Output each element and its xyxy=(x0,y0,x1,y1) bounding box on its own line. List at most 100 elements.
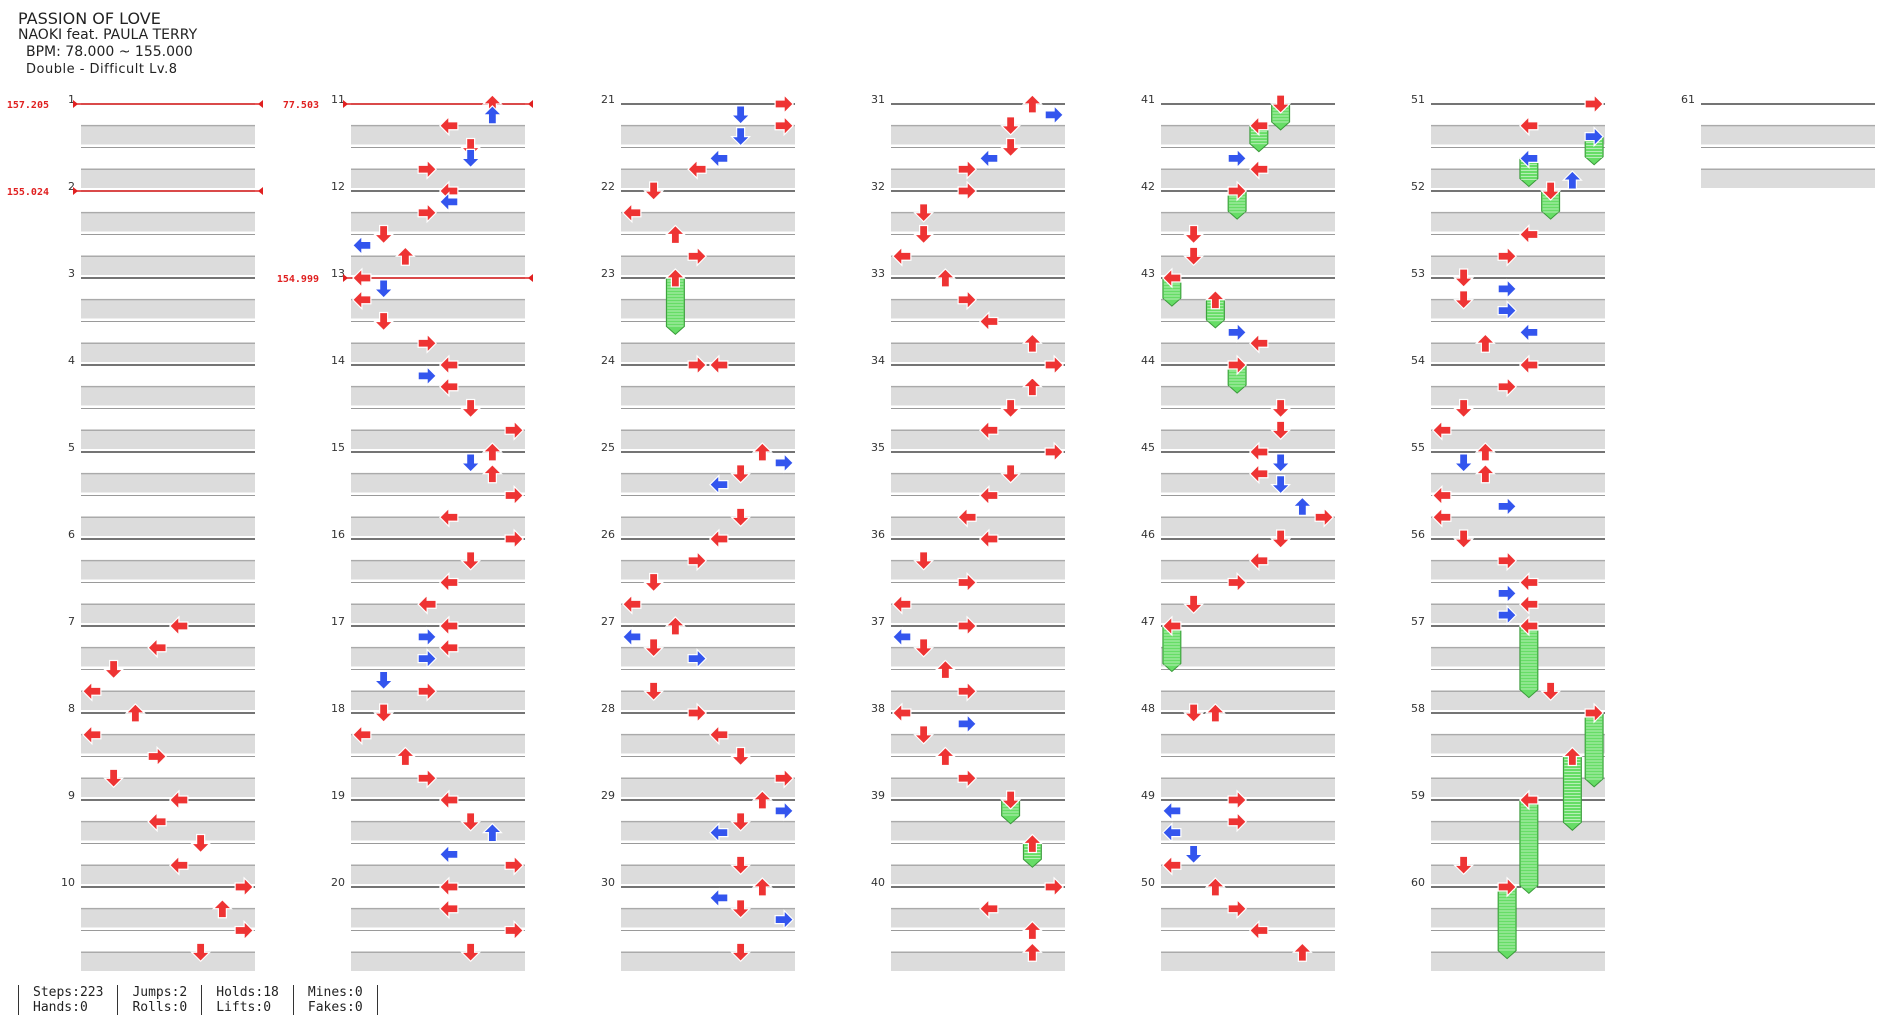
measure-block: 4 xyxy=(68,354,255,449)
measure-number: 7 xyxy=(68,615,75,628)
beat-band xyxy=(1161,603,1335,623)
measure-block: 51 xyxy=(1411,93,1605,188)
arrow-down-icon xyxy=(1270,420,1292,441)
beat-band xyxy=(81,342,255,362)
arrow-right-icon xyxy=(234,876,254,898)
beat-band xyxy=(1431,298,1605,319)
arrow-left-icon xyxy=(169,615,189,637)
measure-number: 13 xyxy=(331,267,345,280)
arrow-right-icon xyxy=(1044,104,1064,126)
measure-block: 49 xyxy=(1141,789,1335,884)
bpm-value: 154.999 xyxy=(277,274,319,285)
measure-number: 51 xyxy=(1411,93,1425,106)
arrow-down-icon xyxy=(913,638,935,658)
arrow-down-icon xyxy=(1270,398,1292,419)
arrow-up-icon xyxy=(934,746,956,767)
arrow-right-icon xyxy=(1227,321,1247,343)
arrow-left-icon xyxy=(892,702,912,724)
arrow-right-icon xyxy=(774,115,794,137)
hold-body xyxy=(1519,625,1539,699)
measure-number: 44 xyxy=(1141,354,1155,367)
measure-number: 27 xyxy=(601,615,615,628)
song-title: PASSION OF LOVE xyxy=(18,9,161,28)
arrow-right-icon xyxy=(1044,441,1064,463)
measure-number: 48 xyxy=(1141,702,1155,715)
arrow-down-icon xyxy=(1453,398,1475,419)
arrow-up-icon xyxy=(1291,496,1313,516)
arrow-up-icon xyxy=(1204,703,1226,723)
arrow-up-icon xyxy=(934,268,956,288)
measure-block: 38 xyxy=(871,702,1065,797)
arrow-left-icon xyxy=(1519,572,1539,593)
measure-number: 28 xyxy=(601,702,615,715)
arrow-down-icon xyxy=(1453,290,1475,310)
stats-bar: Steps:223 Hands:0 Jumps:2 Rolls:0 Holds:… xyxy=(18,985,378,1015)
arrow-left-icon xyxy=(709,354,729,376)
beat-band xyxy=(891,385,1065,406)
beat-band xyxy=(351,907,525,928)
arrow-left-icon xyxy=(439,354,459,376)
beat-band xyxy=(1431,342,1605,362)
arrow-left-icon xyxy=(622,202,642,224)
beat-band xyxy=(1431,516,1605,536)
arrow-right-icon xyxy=(774,909,794,931)
measure-block: 44 xyxy=(1141,354,1335,449)
arrow-right-icon xyxy=(417,158,437,180)
arrow-left-icon xyxy=(622,593,642,615)
stat-mines: Mines:0 xyxy=(307,985,363,1000)
measure-block: 50 xyxy=(1141,876,1335,971)
bpm-marker-right xyxy=(258,100,263,108)
beat-band xyxy=(81,211,255,232)
arrow-down-icon xyxy=(730,855,752,876)
arrow-right-icon xyxy=(687,245,707,267)
arrow-left-icon xyxy=(979,311,999,332)
arrow-down-icon xyxy=(1453,268,1475,288)
beat-band xyxy=(891,777,1065,797)
beat-band xyxy=(621,429,795,449)
measure-block: 19 xyxy=(331,789,525,884)
arrow-left-icon xyxy=(709,887,729,909)
beat-band xyxy=(1161,298,1335,319)
step-chart: 1234567891011121314151617181920212223242… xyxy=(7,93,1875,971)
measure-number: 10 xyxy=(61,876,75,889)
measure-number: 8 xyxy=(68,702,75,715)
measure-block: 55 xyxy=(1411,441,1605,536)
arrow-left-icon xyxy=(979,898,999,920)
beat-band xyxy=(1161,733,1335,754)
arrow-down-icon xyxy=(730,812,752,832)
arrow-left-icon xyxy=(1162,615,1182,637)
beat-band xyxy=(81,733,255,754)
bpm-marker-left xyxy=(73,187,78,195)
arrow-down-icon xyxy=(1183,703,1205,723)
arrow-right-icon xyxy=(417,648,437,670)
beat-band xyxy=(1431,559,1605,580)
measure-number: 38 xyxy=(871,702,885,715)
beat-band xyxy=(1431,255,1605,275)
beat-band xyxy=(81,951,255,971)
arrow-right-icon xyxy=(774,767,794,789)
arrow-left-icon xyxy=(439,843,459,865)
arrow-left-icon xyxy=(892,245,912,267)
arrow-up-icon xyxy=(751,442,773,462)
arrow-left-icon xyxy=(709,724,729,746)
arrow-right-icon xyxy=(774,93,794,115)
measure-number: 6 xyxy=(68,528,75,541)
beat-band xyxy=(621,733,795,754)
arrow-up-icon xyxy=(481,463,503,484)
measure-number: 47 xyxy=(1141,615,1155,628)
arrow-up-icon xyxy=(751,790,773,810)
beat-band xyxy=(1161,472,1335,493)
measure-number: 3 xyxy=(68,267,75,280)
arrow-right-icon xyxy=(417,626,437,648)
arrow-right-icon xyxy=(504,419,524,441)
arrow-down-icon xyxy=(1453,453,1475,473)
measure-number: 39 xyxy=(871,789,885,802)
arrow-left-icon xyxy=(1432,506,1452,528)
arrow-left-icon xyxy=(352,234,372,256)
arrow-down-icon xyxy=(1453,529,1475,549)
arrow-left-icon xyxy=(439,506,459,528)
beat-band xyxy=(351,342,525,362)
song-bpm: BPM: 78.000 ~ 155.000 xyxy=(26,44,193,60)
arrow-up-icon xyxy=(124,703,146,723)
beat-band xyxy=(891,168,1065,188)
